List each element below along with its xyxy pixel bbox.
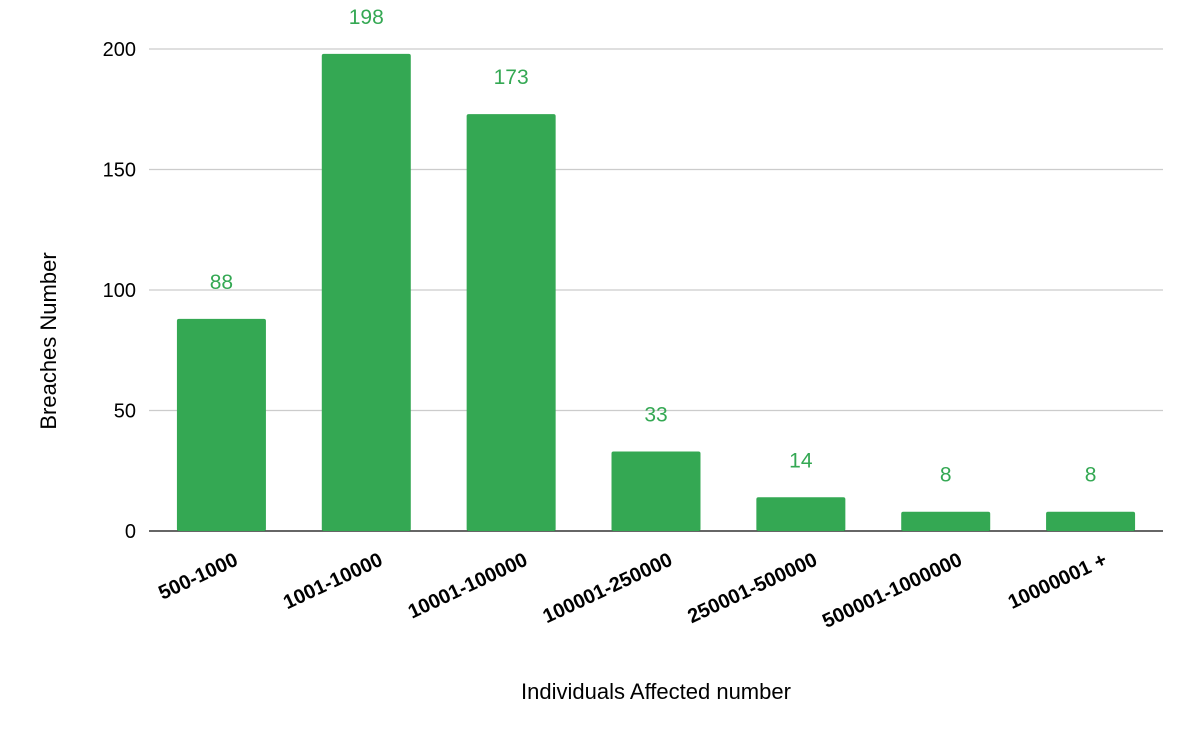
data-label: 198: [349, 6, 384, 29]
bar: [321, 53, 411, 531]
data-label: 88: [210, 271, 233, 294]
x-tick-label: 100001-250000: [540, 549, 676, 628]
data-label: 8: [1085, 464, 1097, 487]
y-tick-label: 0: [125, 521, 136, 543]
y-tick-label: 100: [103, 280, 136, 302]
bar: [176, 318, 266, 531]
y-axis-title: Breaches Number: [36, 252, 61, 429]
x-tick-label: 500001-1000000: [819, 549, 965, 633]
bar: [756, 497, 846, 531]
x-axis-ticks: 500-1000 1001-10000 10001-100000 100001-250…: [155, 549, 1110, 633]
x-tick-label: 1001-10000: [280, 549, 386, 614]
x-tick-label: 500-1000: [155, 549, 241, 605]
bar: [466, 114, 556, 531]
y-tick-label: 200: [103, 39, 136, 61]
data-label: 14: [789, 449, 813, 472]
y-tick-label: 50: [114, 401, 136, 423]
y-tick-label: 150: [103, 160, 136, 182]
x-tick-label: 10001-100000: [405, 549, 531, 623]
bar: [611, 451, 701, 531]
x-tick-label: 10000001 +: [1005, 549, 1111, 614]
bar: [901, 511, 991, 531]
bar: [1046, 511, 1136, 531]
x-axis-title: Individuals Affected number: [521, 679, 791, 704]
data-label: 33: [644, 403, 667, 426]
data-label: 8: [940, 464, 952, 487]
x-tick-label: 250001-500000: [684, 549, 820, 628]
data-label: 173: [494, 66, 529, 89]
y-axis-ticks: 0 50 100 150 200: [103, 39, 136, 543]
bars: [176, 53, 1136, 531]
